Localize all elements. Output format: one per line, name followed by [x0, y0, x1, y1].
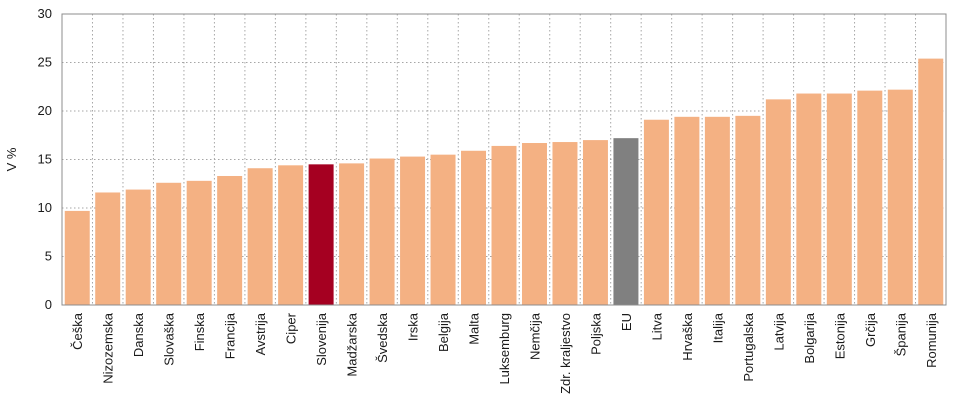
x-tick-label: Avstrija	[253, 312, 268, 355]
bar-11	[400, 156, 426, 305]
x-tick-label: Zdr. kraljestvo	[558, 313, 573, 394]
x-tick-label: EU	[619, 313, 634, 331]
x-tick-label: Danska	[131, 312, 146, 357]
bar-12	[430, 154, 456, 305]
bar-4	[186, 180, 212, 305]
bar-14	[491, 145, 517, 305]
y-tick-label: 20	[38, 103, 52, 118]
x-tick-label: Latvija	[771, 312, 786, 350]
bar-5	[217, 175, 243, 305]
bar-20	[674, 116, 700, 305]
x-tick-label: Grčija	[863, 312, 878, 347]
bar-2	[125, 189, 151, 305]
bars	[64, 58, 944, 306]
y-tick-label: 0	[45, 297, 52, 312]
bar-26	[857, 90, 883, 305]
bar-22	[735, 115, 761, 305]
bar-13	[461, 150, 487, 305]
x-tick-label: Slovenija	[314, 312, 329, 366]
y-tick-label: 10	[38, 200, 52, 215]
bar-7	[278, 165, 304, 305]
bar-21	[704, 116, 730, 305]
x-tick-label: Bolgarija	[802, 312, 817, 363]
bar-27	[887, 89, 913, 305]
bar-8	[308, 164, 334, 305]
x-tick-labels: Češka Nizozemska Danska Slovaška Finska Franc…	[70, 312, 939, 394]
x-tick-label: Estonija	[832, 312, 847, 359]
x-tick-label: Portugalska	[741, 312, 756, 381]
y-tick-label: 30	[38, 6, 52, 21]
bar-3	[156, 182, 182, 305]
x-tick-label: Ciper	[284, 312, 299, 344]
bar-25	[826, 93, 852, 305]
bar-16	[552, 142, 578, 305]
x-tick-label: Francija	[223, 312, 238, 359]
x-tick-label: Belgija	[436, 312, 451, 352]
bar-18	[613, 138, 639, 305]
bar-10	[369, 158, 395, 305]
bar-19	[643, 119, 669, 305]
bar-0	[64, 210, 90, 305]
bar-23	[765, 99, 791, 305]
x-tick-label: Španija	[893, 312, 908, 356]
plot-frame	[61, 13, 947, 306]
bar-6	[247, 168, 273, 305]
y-axis-label: V %	[4, 147, 19, 171]
y-tick-label: 25	[38, 55, 52, 70]
x-tick-label: Slovaška	[162, 312, 177, 366]
bar-28	[918, 58, 944, 306]
x-tick-label: Italija	[710, 312, 725, 343]
y-tick-label: 15	[38, 152, 52, 167]
x-tick-label: Luksemburg	[497, 313, 512, 385]
x-tick-label: Hrvaška	[680, 312, 695, 360]
x-tick-label: Madžarska	[345, 312, 360, 376]
x-tick-label: Poljska	[588, 312, 603, 355]
y-tick-label: 5	[45, 249, 52, 264]
x-tick-label: Litva	[649, 312, 664, 340]
x-tick-label: Švedska	[375, 312, 390, 363]
y-tick-labels: 0 5 10 15 20 25 30	[38, 6, 52, 312]
x-tick-label: Nizozemska	[101, 312, 116, 384]
bar-24	[796, 93, 822, 305]
x-tick-label: Finska	[192, 312, 207, 351]
x-tick-label: Irska	[406, 312, 421, 341]
x-tick-label: Češka	[70, 312, 85, 350]
bar-15	[521, 143, 547, 305]
bar-17	[582, 140, 608, 305]
x-tick-label: Romunija	[924, 312, 939, 368]
bar-1	[95, 192, 121, 305]
bar-9	[339, 163, 365, 305]
x-tick-label: Malta	[467, 312, 482, 345]
x-tick-label: Nemčija	[527, 312, 542, 360]
